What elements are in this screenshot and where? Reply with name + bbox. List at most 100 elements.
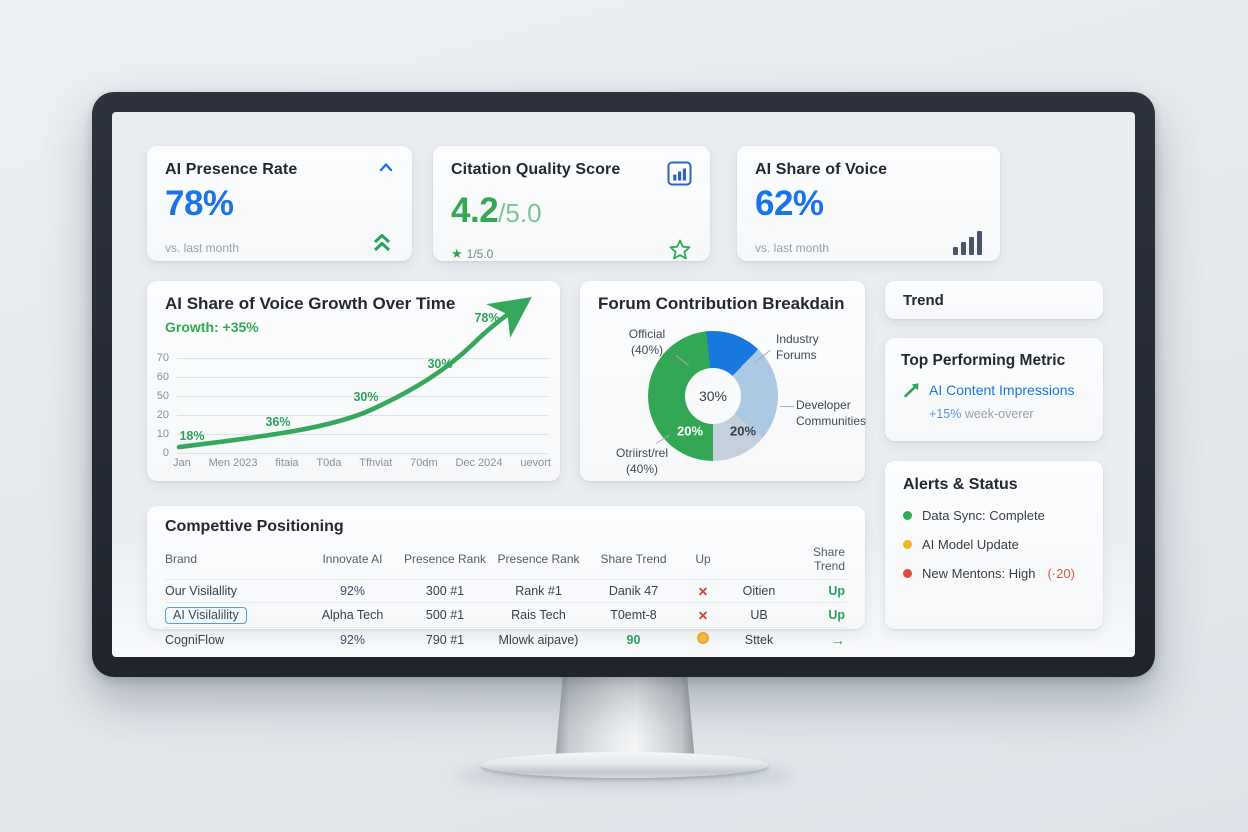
cell (680, 627, 726, 651)
y-axis-tick: 10 (156, 428, 169, 440)
brand-cell: CogniFlow (165, 627, 305, 651)
column-header: Presence Rank (403, 552, 487, 566)
table-card[interactable]: Compettive Positioning Brand Innovate AI… (147, 506, 865, 651)
leader-line (780, 406, 794, 407)
metric-value: 4.2 (451, 191, 499, 230)
alerts-card[interactable]: Alerts & Status Data Sync: Complete AI M… (885, 461, 1103, 629)
point-label: 78% (474, 311, 500, 325)
slice-label: 20% (729, 423, 757, 439)
metric-link[interactable]: AI Content Impressions (929, 382, 1075, 398)
x-axis-tick: Tfhviat (359, 457, 393, 469)
column-header: Presence Rank (497, 552, 580, 566)
donut-card[interactable]: Forum Contribution Breakdain 30% Officia… (580, 281, 866, 481)
selected-cell-box[interactable]: AI Visilalility (165, 606, 247, 624)
x-axis-tick: Men 2023 (208, 457, 258, 469)
cell: 92% (305, 627, 400, 651)
kpi-card-ai-share-of-voice[interactable]: AI Share of Voice 62% vs. last month (737, 146, 1000, 261)
x-axis-tick: Dec 2024 (455, 457, 503, 469)
monitor-stand-neck (555, 670, 695, 762)
metric-value: 62% (755, 184, 824, 223)
point-label: 30% (353, 390, 379, 404)
monitor-frame: AI Presence Rate 78% vs. last month Cita… (92, 92, 1155, 677)
top-metric-card[interactable]: Top Performing Metric AI Content Impress… (885, 338, 1103, 441)
cell: Rank #1 (490, 579, 587, 603)
status-dot-green (903, 511, 912, 520)
cell: Sttek (726, 627, 792, 651)
point-label: 36% (265, 415, 291, 429)
metric-value-suffix: /5.0 (498, 198, 542, 228)
point-label: 30% (427, 357, 453, 371)
status-dot-yellow (903, 540, 912, 549)
monitor-stand-base (481, 752, 769, 778)
star-outline-icon[interactable] (668, 238, 692, 262)
y-axis-tick: 0 (162, 447, 169, 459)
y-axis-tick: 20 (156, 409, 169, 421)
cell: T0emt-8 (587, 602, 680, 628)
x-icon: ✕ (697, 608, 709, 623)
donut-callout-industry: Industry Forums (776, 332, 819, 363)
trend-card[interactable]: Trend (885, 281, 1103, 319)
pending-status-icon (697, 632, 709, 644)
metric-caption: vs. last month (165, 241, 240, 255)
x-axis-tick: uevort (520, 457, 551, 469)
metric-caption: ★ 1/5.0 (451, 246, 493, 262)
cell: ✕ (680, 602, 726, 628)
alert-item: New Mentons: High (·20) (903, 566, 1085, 581)
column-header: Share Trend (600, 552, 667, 566)
alert-item: Data Sync: Complete (903, 508, 1085, 523)
cell: 500 #1 (400, 602, 490, 628)
trend-arrow-icon: → (792, 627, 847, 651)
x-icon: ✕ (697, 584, 709, 599)
point-label: 18% (179, 429, 205, 443)
table-header-row: Brand Innovate AI Presence Rank Presence… (165, 542, 847, 580)
brand-cell: Our Visilallity (165, 579, 305, 603)
cell: ✕ (680, 579, 726, 603)
card-title: AI Share of Voice (755, 161, 888, 178)
gridline (177, 377, 549, 378)
column-header: Up (695, 552, 711, 566)
y-axis-tick: 70 (156, 352, 169, 364)
donut-callout-developer: Developer Communities (796, 398, 867, 429)
column-header: Innovate AI (322, 552, 383, 566)
gridline (177, 396, 549, 397)
star-icon: ★ (451, 246, 463, 261)
cell: 300 #1 (400, 579, 490, 603)
chart-title: AI Share of Voice Growth Over Time (165, 294, 456, 313)
double-chevron-up-icon (373, 234, 391, 252)
alert-count: (·20) (1047, 566, 1075, 581)
ascending-bars-icon (953, 231, 982, 255)
x-axis-tick: fitaia (275, 457, 299, 469)
y-axis-tick: 50 (156, 390, 169, 402)
up-right-arrow-icon (904, 383, 919, 398)
card-title: AI Presence Rate (165, 161, 298, 178)
kpi-card-citation-quality[interactable]: Citation Quality Score 4.2/5.0 ★ 1/5.0 (433, 146, 710, 261)
metric-delta: +15% week-overer (929, 407, 1034, 421)
table-row[interactable]: Our Visilallity 92% 300 #1 Rank #1 Danik… (165, 579, 847, 603)
cell: Rais Tech (490, 602, 587, 628)
competitive-table: Brand Innovate AI Presence Rank Presence… (165, 542, 847, 651)
slice-label: 20% (676, 423, 704, 439)
cell: 92% (305, 579, 400, 603)
chart-title: Forum Contribution Breakdain (598, 294, 845, 313)
donut-chart[interactable]: 30% (648, 331, 778, 461)
trend-label: Trend (903, 291, 944, 309)
y-axis-tick: 60 (156, 371, 169, 383)
cell: Danik 47 (587, 579, 680, 603)
bar-chart-icon (667, 161, 692, 186)
trend-up-label: Up (792, 579, 847, 603)
card-title: Alerts & Status (903, 476, 1018, 493)
table-row[interactable]: CogniFlow 92% 790 #1 Mlowk aipave) 90 St… (165, 627, 847, 651)
chevron-up-icon[interactable] (378, 161, 394, 173)
gridline (177, 453, 549, 454)
x-axis-tick: 70dm (410, 457, 438, 469)
brand-cell: AI Visilalility (165, 602, 305, 628)
growth-chart-card[interactable]: AI Share of Voice Growth Over Time Growt… (147, 281, 560, 481)
card-title: Top Performing Metric (901, 352, 1066, 369)
table-title: Compettive Positioning (165, 518, 344, 535)
dashboard-screen: AI Presence Rate 78% vs. last month Cita… (112, 112, 1135, 657)
gridline (177, 434, 549, 435)
kpi-card-ai-presence-rate[interactable]: AI Presence Rate 78% vs. last month (147, 146, 412, 261)
table-row[interactable]: AI Visilalility Alpha Tech 500 #1 Rais T… (165, 602, 847, 628)
cell: 90 (587, 627, 680, 651)
donut-callout-other: Otriirst/rel (40%) (616, 446, 668, 477)
